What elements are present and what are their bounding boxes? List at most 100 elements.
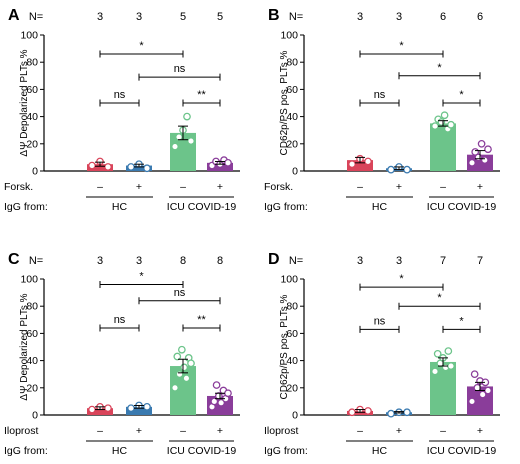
n-count: 7: [440, 255, 446, 267]
bar: [430, 123, 456, 171]
significance-label: ns: [374, 89, 386, 101]
group-label-covid: ICU COVID-19: [427, 445, 497, 457]
significance-label: **: [197, 314, 206, 326]
data-point: [224, 158, 232, 167]
data-point: [127, 163, 135, 171]
data-point: [88, 161, 96, 170]
group-label-covid: ICU COVID-19: [167, 201, 237, 213]
significance-label: ns: [114, 314, 126, 326]
y-tick-label: 60: [26, 328, 38, 340]
significance-label: ns: [174, 287, 186, 299]
y-tick-label: 40: [286, 111, 298, 123]
y-tick-label: 100: [20, 274, 38, 286]
data-point: [468, 158, 476, 167]
data-point: [217, 398, 225, 407]
y-tick-label: 80: [26, 57, 38, 69]
y-tick-label: 20: [26, 382, 38, 394]
y-tick-label: 60: [26, 84, 38, 96]
treatment-label: Iloprost: [4, 425, 39, 437]
data-point: [212, 381, 221, 389]
data-point: [143, 164, 151, 173]
n-count: 3: [136, 11, 142, 23]
data-point: [364, 157, 372, 166]
igg-label: IgG from:: [264, 445, 308, 457]
data-point: [171, 383, 179, 392]
group-label-covid: ICU COVID-19: [167, 445, 237, 457]
data-point: [470, 370, 479, 379]
data-point: [440, 111, 449, 120]
n-count: 3: [136, 255, 142, 267]
chart-panel-d: D N= 3 3 7 7 0 20 40 60 80 100 CD62p/PS pos. PLTs % *…: [264, 251, 500, 457]
bar: [126, 165, 152, 171]
y-axis-label: CD62p/PS pos. PLTs %: [279, 50, 290, 155]
n-count: 3: [97, 255, 103, 267]
n-label: N=: [29, 11, 43, 23]
data-point: [484, 145, 492, 154]
n-count: 7: [477, 255, 483, 267]
y-tick-label: 60: [286, 84, 298, 96]
treatment-label: Iloprost: [264, 425, 299, 437]
group-label-covid: ICU COVID-19: [427, 201, 497, 213]
significance-label: *: [459, 315, 464, 327]
significance-label: ns: [374, 315, 386, 327]
y-tick-label: 0: [32, 410, 38, 422]
data-point: [175, 370, 184, 379]
treatment-sign: +: [217, 181, 223, 193]
data-point: [182, 374, 191, 383]
data-point: [180, 363, 188, 372]
bar: [87, 408, 113, 415]
data-point: [127, 404, 135, 413]
group-label-hc: HC: [112, 445, 128, 457]
group-label-hc: HC: [112, 201, 128, 213]
y-tick-label: 0: [292, 410, 298, 422]
y-tick-label: 100: [280, 274, 298, 286]
data-point: [187, 359, 195, 368]
data-point: [431, 367, 439, 376]
data-point: [387, 165, 395, 174]
y-tick-label: 20: [286, 138, 298, 150]
y-tick-label: 80: [26, 301, 38, 313]
significance-label: ns: [114, 89, 126, 101]
panel-letter: D: [268, 251, 280, 268]
n-count: 3: [97, 11, 103, 23]
chart-panel-a: A N= 3 3 5 5 0 20 40 60 80 100 ΔΨ Depolarized PLTs %…: [4, 7, 240, 213]
significance-label: *: [459, 89, 464, 101]
data-point: [348, 408, 356, 417]
y-tick-label: 40: [26, 355, 38, 367]
treatment-sign: –: [440, 181, 446, 193]
igg-label: IgG from:: [4, 201, 48, 213]
significance-label: **: [197, 89, 206, 101]
significance-label: *: [399, 273, 404, 285]
y-axis-label: ΔΨ Depolarized PLTs %: [19, 49, 30, 156]
y-tick-label: 0: [292, 166, 298, 178]
data-point: [364, 407, 372, 415]
treatment-sign: –: [97, 181, 103, 193]
n-label: N=: [29, 255, 43, 267]
bar: [347, 160, 373, 171]
y-axis-label: ΔΨ Depolarized PLTs %: [19, 293, 30, 400]
treatment-sign: –: [97, 425, 103, 437]
treatment-sign: +: [217, 425, 223, 437]
data-point: [348, 160, 356, 169]
n-count: 3: [396, 11, 402, 23]
group-label-hc: HC: [372, 201, 388, 213]
treatment-sign: +: [136, 181, 142, 193]
data-point: [88, 405, 96, 414]
significance-label: *: [437, 292, 442, 304]
data-point: [143, 402, 151, 411]
panel-letter: A: [8, 7, 20, 24]
y-tick-label: 80: [286, 301, 298, 313]
n-count: 8: [217, 255, 223, 267]
data-point: [478, 390, 487, 399]
data-point: [178, 345, 186, 354]
data-point: [403, 165, 411, 174]
n-count: 3: [357, 11, 363, 23]
data-point: [484, 386, 492, 395]
significance-label: *: [139, 40, 144, 52]
data-point: [447, 362, 455, 370]
data-point: [171, 142, 179, 151]
data-point: [437, 118, 446, 126]
treatment-sign: +: [136, 425, 142, 437]
